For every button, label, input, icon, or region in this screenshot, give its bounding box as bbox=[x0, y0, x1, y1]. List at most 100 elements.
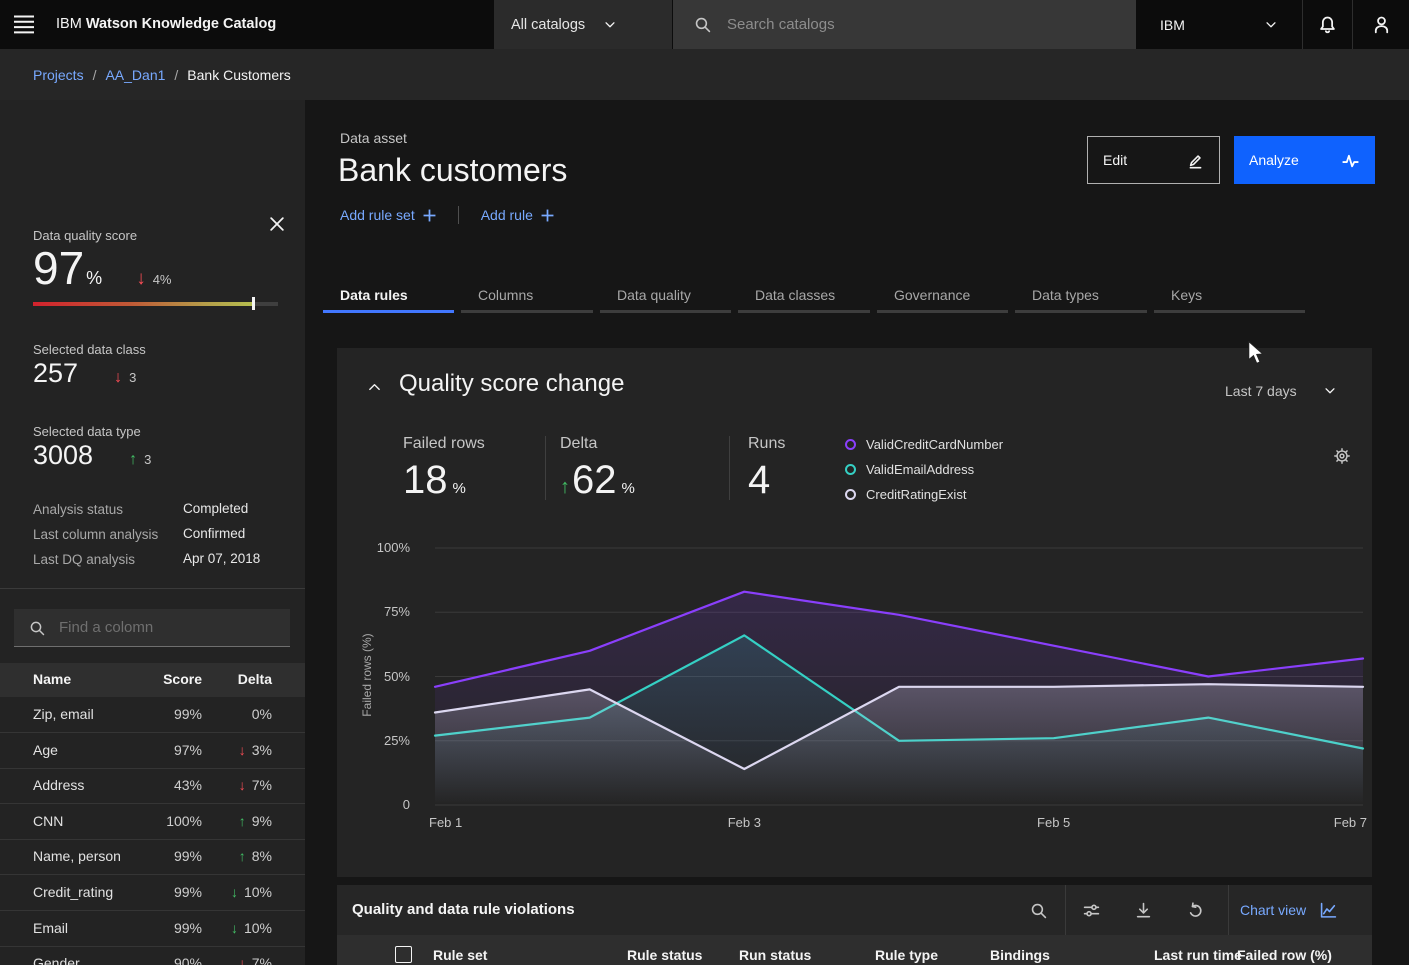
x-tick-label: Feb 1 bbox=[429, 815, 463, 830]
column-score: 99% bbox=[173, 919, 202, 936]
violations-title: Quality and data rule violations bbox=[352, 901, 575, 918]
x-tick-label: Feb 5 bbox=[1037, 815, 1071, 830]
score-unit: % bbox=[86, 268, 103, 288]
breadcrumb-item-projects[interactable]: Projects bbox=[33, 66, 84, 83]
column-row-cnn[interactable]: CNN 100% ↑ 9% bbox=[0, 804, 305, 840]
select-all-checkbox[interactable] bbox=[395, 946, 412, 963]
data-class-value-row: 257 ↓ 3 bbox=[33, 360, 136, 387]
score-value-row: 97 % ↓ 4% bbox=[33, 245, 171, 291]
menu-button[interactable] bbox=[13, 14, 35, 35]
close-icon bbox=[270, 217, 284, 231]
column-delta: ↓ 10% bbox=[200, 920, 272, 936]
chevron-up-icon bbox=[369, 383, 380, 391]
legend-item-creditratingexist[interactable]: CreditRatingExist bbox=[845, 482, 1003, 507]
x-tick-label: Feb 3 bbox=[727, 815, 761, 830]
search-input[interactable] bbox=[725, 15, 1109, 34]
analyze-button[interactable]: Analyze bbox=[1234, 136, 1375, 184]
stat-value: 4 bbox=[748, 458, 771, 502]
add-rule-set-link[interactable]: Add rule set bbox=[340, 207, 436, 223]
refresh-button[interactable] bbox=[1173, 885, 1217, 935]
violations-column-bindings[interactable]: Bindings bbox=[990, 947, 1050, 963]
column-name: Credit_rating bbox=[33, 884, 114, 900]
stat-label: Runs bbox=[748, 435, 786, 452]
column-score: 99% bbox=[173, 706, 202, 722]
meta-row: Last column analysis Confirmed bbox=[33, 526, 278, 544]
delta-arrow-down-icon: ↓ bbox=[238, 741, 246, 758]
stat-failed-rows: Failed rows 18% bbox=[403, 435, 485, 500]
plus-icon bbox=[423, 209, 436, 221]
column-row-name-person[interactable]: Name, person 99% ↑ 8% bbox=[0, 839, 305, 876]
chart-view-toggle[interactable]: Chart view bbox=[1240, 885, 1337, 935]
column-header-name: Name bbox=[33, 671, 72, 687]
stat-label: Failed rows bbox=[403, 435, 485, 452]
tab-label: Data quality bbox=[617, 287, 691, 303]
delta-arrow-up-icon: ↑ bbox=[238, 848, 246, 865]
edit-button-label: Edit bbox=[1103, 152, 1128, 168]
tab-data-classes[interactable]: Data classes bbox=[738, 280, 874, 313]
column-row-email[interactable]: Email 99% ↓ 10% bbox=[0, 911, 305, 947]
meta-value: Completed bbox=[183, 501, 249, 516]
legend-item-validcreditcardnumber[interactable]: ValidCreditCardNumber bbox=[845, 432, 1003, 457]
x-tick-label: Feb 7 bbox=[1333, 815, 1367, 830]
close-sidebar-button[interactable] bbox=[270, 217, 284, 231]
column-row-address[interactable]: Address 43% ↓ 7% bbox=[0, 768, 305, 805]
violations-column-rule-status[interactable]: Rule status bbox=[627, 947, 703, 963]
breadcrumb-item-aa-dan1[interactable]: AA_Dan1 bbox=[105, 66, 166, 83]
find-column-input[interactable] bbox=[57, 618, 271, 637]
tab-label: Data classes bbox=[755, 287, 836, 303]
legend-marker-icon bbox=[845, 439, 856, 450]
violations-column-rule-set[interactable]: Rule set bbox=[433, 947, 488, 963]
tab-columns[interactable]: Columns bbox=[461, 280, 597, 313]
download-button[interactable] bbox=[1121, 885, 1165, 935]
delta-value: 0% bbox=[251, 706, 272, 722]
violations-column-rule-type[interactable]: Rule type bbox=[875, 947, 939, 963]
asset-type-label: Data asset bbox=[340, 130, 407, 146]
y-tick-label: 0 bbox=[402, 797, 410, 812]
delta-value: 7% bbox=[251, 777, 272, 794]
stat-value-row: ↑ 62% bbox=[560, 460, 635, 500]
column-score: 99% bbox=[173, 848, 202, 865]
time-range-selector[interactable]: Last 7 days bbox=[1225, 383, 1337, 399]
data-class-label: Selected data class bbox=[33, 342, 146, 357]
tab-data-quality[interactable]: Data quality bbox=[600, 280, 735, 313]
stat-delta-up-icon: ↑ bbox=[560, 476, 570, 498]
collapse-section-button[interactable] bbox=[367, 380, 382, 395]
column-delta: ↑ 9% bbox=[200, 813, 272, 829]
add-rule-link[interactable]: Add rule bbox=[481, 207, 554, 223]
account-label: IBM bbox=[1160, 16, 1185, 33]
stat-divider bbox=[729, 436, 730, 500]
tab-keys[interactable]: Keys bbox=[1154, 280, 1309, 313]
column-delta: ↓ 7% bbox=[200, 777, 272, 793]
column-name: Gender bbox=[33, 955, 80, 965]
column-row-zip-email[interactable]: Zip, email 99% 0% bbox=[0, 697, 305, 733]
column-row-credit-rating[interactable]: Credit_rating 99% ↓ 10% bbox=[0, 875, 305, 911]
legend-item-validemailaddress[interactable]: ValidEmailAddress bbox=[845, 457, 1003, 482]
violations-column-failed-row-[interactable]: Failed row (%) bbox=[1237, 947, 1332, 963]
tab-underline bbox=[323, 310, 454, 313]
filter-settings-button[interactable] bbox=[1069, 885, 1113, 935]
tab-governance[interactable]: Governance bbox=[877, 280, 1012, 313]
chart-settings-button[interactable] bbox=[1333, 447, 1351, 465]
column-row-gender[interactable]: Gender 90% ↓ 7% bbox=[0, 946, 305, 965]
delta-value: 9% bbox=[251, 812, 272, 829]
notifications-button[interactable] bbox=[1302, 0, 1352, 49]
settings-adjust-icon bbox=[1083, 903, 1099, 917]
user-profile-button[interactable] bbox=[1352, 0, 1409, 49]
time-range-label: Last 7 days bbox=[1225, 383, 1297, 399]
plus-icon bbox=[541, 209, 554, 221]
tab-data-rules[interactable]: Data rules bbox=[323, 280, 458, 313]
violations-column-last-run-time[interactable]: Last run time bbox=[1154, 947, 1242, 963]
edit-button[interactable]: Edit bbox=[1087, 136, 1220, 184]
column-row-age[interactable]: Age 97% ↓ 3% bbox=[0, 733, 305, 769]
bell-icon bbox=[1320, 16, 1335, 34]
search-icon bbox=[695, 17, 711, 33]
delta-value: 10% bbox=[243, 919, 272, 936]
account-selector[interactable]: IBM bbox=[1136, 0, 1302, 49]
score-gauge-bar bbox=[33, 302, 252, 306]
data-type-value-row: 3008 ↑ 3 bbox=[33, 442, 151, 469]
violations-search-button[interactable] bbox=[1016, 885, 1060, 935]
tab-data-types[interactable]: Data types bbox=[1015, 280, 1151, 313]
catalog-selector[interactable]: All catalogs bbox=[494, 0, 672, 49]
violations-column-run-status[interactable]: Run status bbox=[739, 947, 812, 963]
stat-divider bbox=[545, 436, 546, 500]
